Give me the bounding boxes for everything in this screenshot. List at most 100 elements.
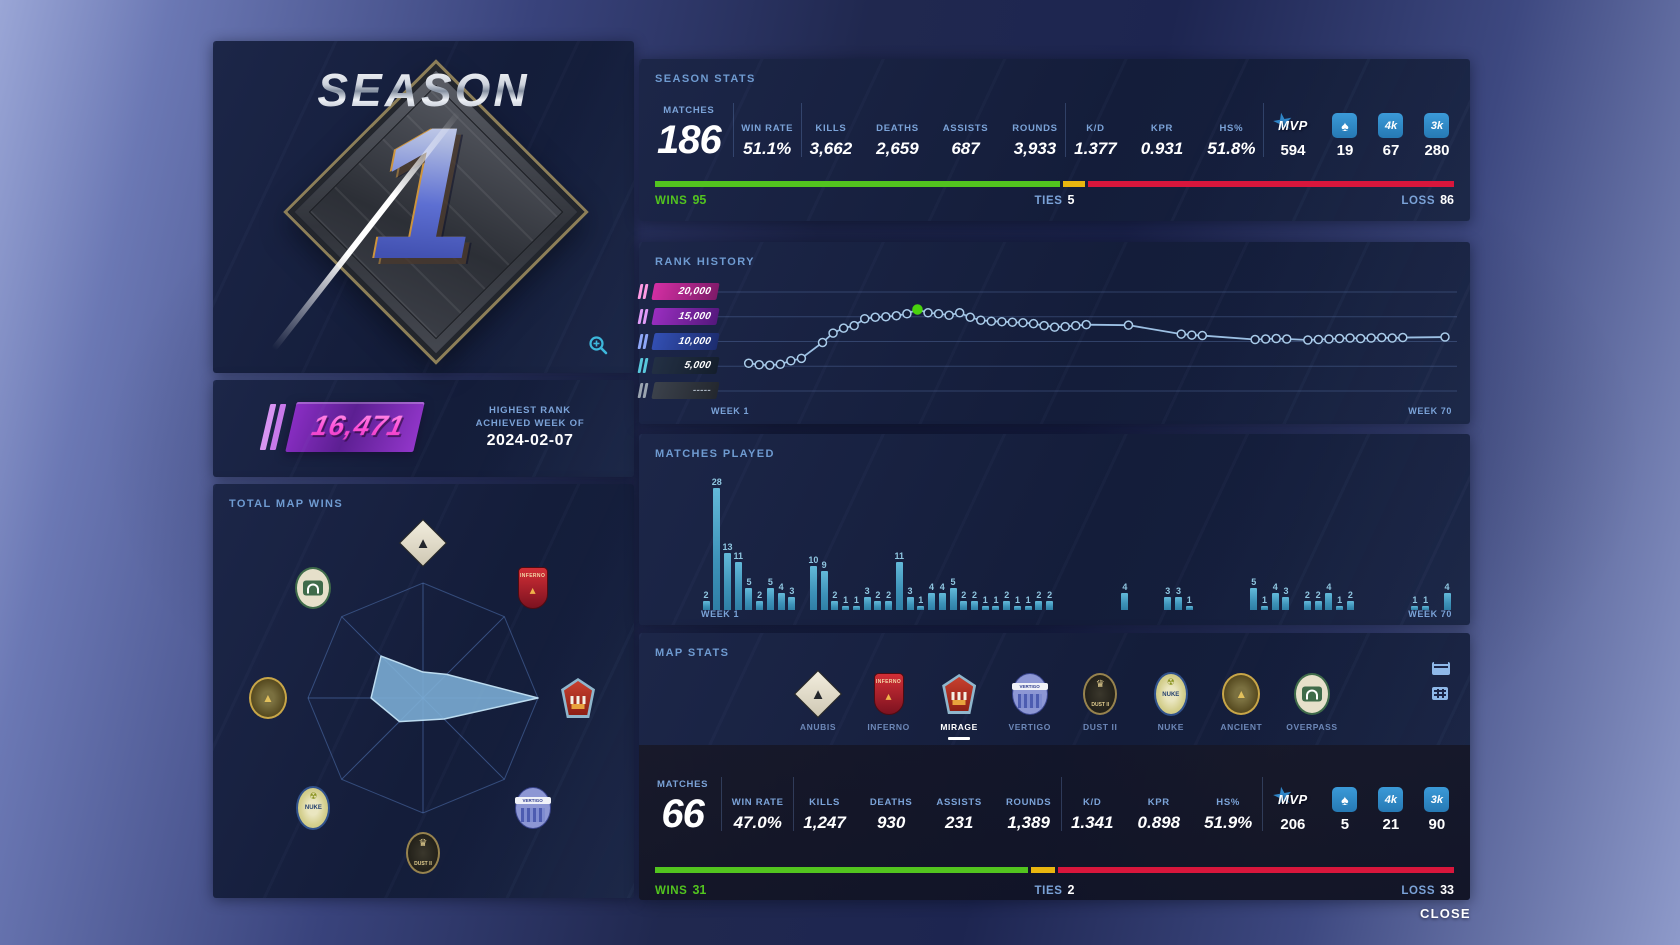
map-stat-value: 0.898 xyxy=(1137,813,1181,832)
map-stat-rounds: ROUNDS 1,389 xyxy=(1006,797,1051,833)
selected-tab-underline xyxy=(948,737,971,740)
map-loss-value: 33 xyxy=(1440,883,1454,897)
map-tab-inferno[interactable]: INFERNO ▴ INFERNO xyxy=(856,671,922,740)
season-wins: WINS 95 xyxy=(655,191,1035,209)
season-stat-deaths: DEATHS 2,659 xyxy=(876,123,919,159)
rank-history-title: RANK HISTORY xyxy=(655,256,755,268)
map-tab-overpass[interactable]: OVERPASS xyxy=(1279,671,1345,740)
season-mvp-label: MVP xyxy=(1278,117,1308,133)
map-matches-value: 66 xyxy=(661,792,704,836)
matches-bar-value: 3 xyxy=(907,585,913,596)
map-tab-label: MIRAGE xyxy=(940,722,978,732)
map-stat-label: HS% xyxy=(1216,797,1241,808)
matches-week-end-label: WEEK 70 xyxy=(1408,609,1452,619)
nuke-map-icon: ☢ NUKE xyxy=(1148,671,1194,717)
matches-bar-week-61 xyxy=(1346,601,1354,610)
matches-bar-value: 4 xyxy=(1122,581,1128,592)
matches-bar-value: 3 xyxy=(1176,585,1182,596)
season-loss: LOSS 86 xyxy=(1074,191,1454,209)
matches-bar-value: 1 xyxy=(1186,594,1192,605)
matches-bar-value: 1 xyxy=(1412,594,1418,605)
map-stat-assists: ASSISTS 231 xyxy=(936,797,982,833)
overpass-map-icon xyxy=(290,565,336,611)
map-tab-label: DUST II xyxy=(1083,722,1118,732)
zoom-badge-button[interactable] xyxy=(588,335,608,355)
matches-bar-week-57 xyxy=(1303,601,1311,610)
season-stat-value: 1.377 xyxy=(1074,139,1117,158)
anubis-map-icon: ▲ xyxy=(398,518,448,568)
matches-bar-week-24 xyxy=(949,588,957,610)
map-matches-label: MATCHES xyxy=(657,779,709,790)
season-divider xyxy=(732,103,734,157)
season-divider xyxy=(1065,103,1067,157)
matches-bar-week-6 xyxy=(756,601,764,610)
overpass-map-icon xyxy=(1289,671,1335,717)
map-tab-label: ANCIENT xyxy=(1220,722,1263,732)
season-number: 1 xyxy=(213,99,634,287)
season-award-3k-value: 280 xyxy=(1424,142,1450,159)
matches-bar-week-27 xyxy=(981,605,989,610)
card-view-icon[interactable] xyxy=(1432,659,1452,675)
map-stat-hs-: HS% 51.9% xyxy=(1204,797,1252,833)
rank-history-chart xyxy=(709,291,1457,392)
map-stat-win-rate: WIN RATE 47.0% xyxy=(732,797,784,833)
matches-bar-value: 11 xyxy=(894,551,905,562)
matches-bar-week-44 xyxy=(1164,596,1172,610)
season-awards: ★ MVP 594 ♠ 19 4k 67 3k 280 xyxy=(1270,107,1452,159)
map-tab-ancient[interactable]: ▲ ANCIENT xyxy=(1208,671,1274,740)
map-mvp-icon: ★ MVP xyxy=(1270,781,1314,812)
map-3k-badge-icon: 3k xyxy=(1424,787,1450,812)
season-stat-group-2: K/D 1.377 KPR 0.931 HS% 51.8% xyxy=(1074,123,1255,159)
rank-tick-: ----- xyxy=(651,382,720,399)
matches-bar-week-29 xyxy=(1003,601,1011,610)
map-tab-mirage[interactable]: MIRAGE xyxy=(926,671,992,740)
season-award-ace: ♠ 19 xyxy=(1330,113,1360,159)
grid-view-icon[interactable] xyxy=(1432,685,1452,701)
matches-played-panel: MATCHES PLAYED 2 28 13 11 5 2 5 4 3 10 9 2 1 1 3 2 2 11 3 1… xyxy=(639,434,1470,625)
map-tab-vertigo[interactable]: VERTIGO VERTIGO xyxy=(997,671,1063,740)
map-award-mvp: ★ MVP 206 xyxy=(1270,781,1314,833)
matches-bar-week-30 xyxy=(1013,605,1021,610)
matches-bar-value: 2 xyxy=(1036,590,1042,601)
map-stat-label: ROUNDS xyxy=(1005,797,1052,808)
map-stat-label: KILLS xyxy=(809,797,841,808)
season-stat-value: 3,933 xyxy=(1013,139,1057,158)
season-loss-segment xyxy=(1087,181,1455,187)
rank-tick-20000: 20,000 xyxy=(651,283,720,300)
rank-tick-label: 5,000 xyxy=(683,360,713,372)
inferno-map-icon: INFERNO ▴ xyxy=(866,671,912,717)
season-mvp-icon: ★ MVP xyxy=(1270,107,1314,138)
map-stat-label: WIN RATE xyxy=(731,797,784,808)
map-wtl-labels: WINS 31 TIES 2 LOSS 33 xyxy=(655,881,1454,899)
matches-bar-value: 4 xyxy=(1326,581,1332,592)
map-4k-badge-icon: 4k xyxy=(1378,787,1404,812)
matches-bar-week-20 xyxy=(906,596,914,610)
matches-played-chart: 2 28 13 11 5 2 5 4 3 10 9 2 1 1 3 2 2 11 3 1 4 4 5 2 2 1 1 2 1 1 2 2 4 3 3… xyxy=(639,434,1470,625)
rank-tick-5000: 5,000 xyxy=(651,357,720,375)
close-button[interactable]: CLOSE xyxy=(1420,906,1471,921)
matches-bar-week-13 xyxy=(831,601,839,610)
season-matches-label: MATCHES xyxy=(663,105,715,116)
rank-week-end-label: WEEK 70 xyxy=(1408,406,1452,416)
map-stat-label: ASSISTS xyxy=(936,797,982,808)
season-stat-label: ASSISTS xyxy=(942,123,989,134)
map-tab-dustii[interactable]: ♛ DUST II DUST II xyxy=(1067,671,1133,740)
matches-week-start-label: WEEK 1 xyxy=(701,609,740,619)
map-tab-nuke[interactable]: ☢ NUKE NUKE xyxy=(1138,671,1204,740)
rank-tick-15000: 15,000 xyxy=(651,307,720,325)
matches-bar-value: 1 xyxy=(1423,594,1429,605)
map-tabs: ▲ ANUBIS INFERNO ▴ INFERNO MIRAGE VERTIGO VERTI… xyxy=(785,669,1345,740)
map-wins-value: 31 xyxy=(692,883,707,897)
map-award-3k-value: 90 xyxy=(1428,816,1446,833)
matches-bar-week-32 xyxy=(1035,601,1043,610)
map-tab-anubis[interactable]: ▲ ANUBIS xyxy=(785,669,851,740)
matches-bar-week-3 xyxy=(723,553,731,610)
matches-bar-week-22 xyxy=(928,592,936,610)
matches-bar-value: 9 xyxy=(821,559,827,570)
matches-bar-value: 1 xyxy=(1025,594,1031,605)
map-ace-spade-icon: ♠ xyxy=(1332,787,1358,812)
map-stat-label: DEATHS xyxy=(869,797,913,808)
map-stat-value: 930 xyxy=(876,813,906,832)
map-stat-value: 231 xyxy=(945,813,974,832)
matches-bar-value: 2 xyxy=(703,590,709,601)
